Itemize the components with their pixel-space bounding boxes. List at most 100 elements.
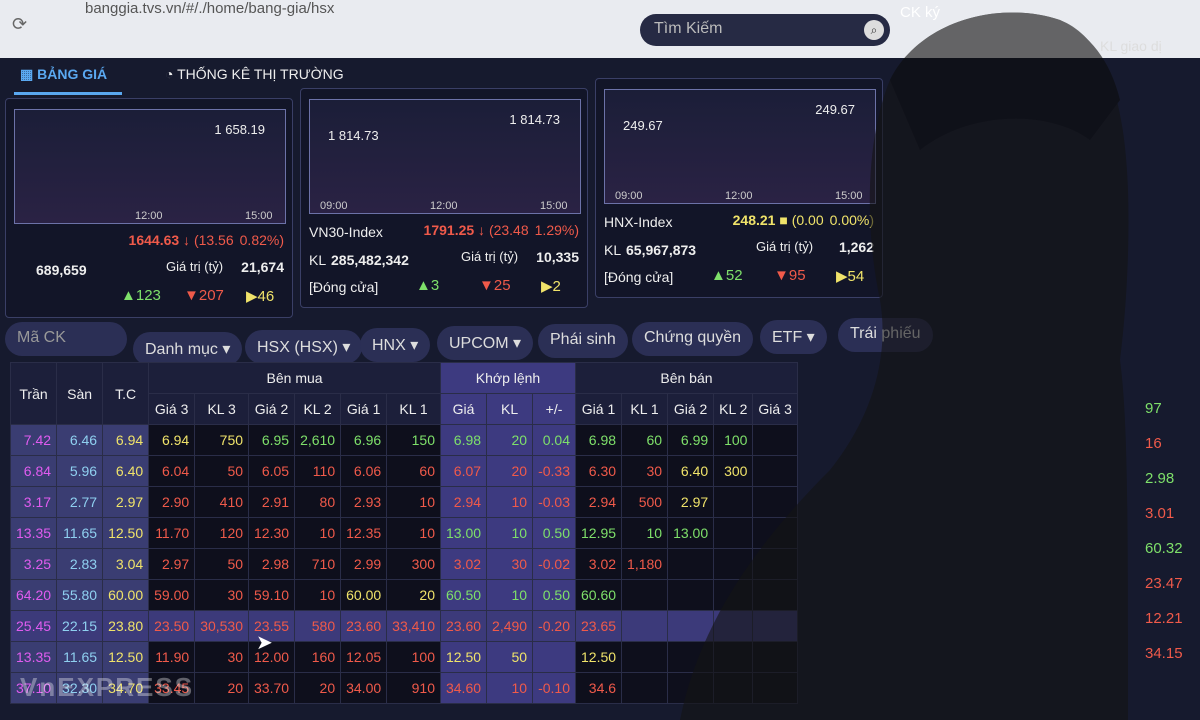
index-percent: 0.00%) <box>829 212 874 228</box>
gia-tri-value: 21,674 <box>241 259 284 275</box>
table-cell: 5.96 <box>56 455 104 487</box>
index-card[interactable]: 249.67 249.67 09:00 12:00 15:00 HNX-Index 248.… <box>595 78 883 298</box>
triangle-flat-icon: ▶ <box>541 278 553 295</box>
table-row[interactable]: 7.42 6.46 6.94 6.94 750 6.95 2,610 6.96 150 6.98 2… <box>9 424 798 456</box>
table-cell <box>667 548 715 580</box>
table-cell: 3.25 <box>9 548 58 580</box>
index-change: (0.00 <box>791 212 824 228</box>
group-header-sell: Bên bán <box>575 362 798 394</box>
active-tab-underline <box>14 92 122 95</box>
unchanged-count: ▶54 <box>836 267 864 285</box>
table-cell: 23.80 <box>102 610 150 642</box>
table-cell: 13.00 <box>667 517 715 549</box>
table-row[interactable]: 64.20 55.80 60.00 59.00 30 59.10 10 60.00 20 60.5… <box>9 579 798 611</box>
table-cell: 23.55 <box>248 610 296 642</box>
table-cell: 20 <box>194 672 250 704</box>
browser-toolbar: ⟳ banggia.tvs.vn/#/./home/bang-gia/hsx <box>0 0 1200 58</box>
col-header: Giá 3 <box>148 393 196 425</box>
right-edge-value: 2.98 <box>1145 470 1175 487</box>
table-cell: 6.40 <box>667 455 715 487</box>
table-cell: -0.33 <box>532 455 576 487</box>
filter-phisinh-button[interactable]: Phái sinh <box>538 324 628 358</box>
table-cell: 100 <box>386 641 441 673</box>
table-cell <box>713 517 754 549</box>
index-card[interactable]: 1 814.73 1 814.73 09:00 12:00 15:00 VN30-Inde… <box>300 88 588 308</box>
search-input[interactable]: Tìm Kiếm ⌕ <box>640 14 890 46</box>
table-cell: 580 <box>294 610 342 642</box>
search-icon[interactable]: ⌕ <box>864 20 884 40</box>
time-tick: 15:00 <box>835 190 863 202</box>
address-bar[interactable]: banggia.tvs.vn/#/./home/bang-gia/hsx <box>85 0 335 17</box>
col-header: KL 1 <box>386 393 441 425</box>
table-row[interactable]: 3.17 2.77 2.97 2.90 410 2.91 80 2.93 10 2.94 10 -0.… <box>9 486 798 518</box>
index-card[interactable]: 1 658.19 12:00 15:00 1644.63 ↓ (13.56 0.82%)… <box>5 98 293 318</box>
table-row[interactable]: 13.35 11.65 12.50 11.90 30 12.00 160 12.05 100 12… <box>9 641 798 673</box>
table-cell: 2.98 <box>248 548 296 580</box>
ck-label: CK ký <box>900 4 941 21</box>
table-cell: 23.65 <box>574 610 623 642</box>
table-cell: 120 <box>194 517 250 549</box>
table-cell: 2.90 <box>148 486 196 518</box>
table-row[interactable]: 3.25 2.83 3.04 2.97 50 2.98 710 2.99 300 3.02 30 -0… <box>9 548 798 580</box>
table-cell: 34.60 <box>439 672 488 704</box>
triangle-down-icon: ▼ <box>479 277 494 294</box>
filter-chngquyn-button[interactable]: Chứng quyền <box>632 322 753 356</box>
table-cell: 300 <box>713 455 754 487</box>
table-cell: 11.70 <box>148 517 196 549</box>
table-cell: 13.00 <box>439 517 488 549</box>
table-cell: 6.95 <box>248 424 296 456</box>
index-percent: 1.29%) <box>534 222 579 238</box>
table-cell: 12.00 <box>248 641 296 673</box>
table-cell <box>752 455 798 487</box>
stock-code-search[interactable]: Mã CK <box>5 322 127 356</box>
table-cell: 50 <box>194 548 250 580</box>
table-cell: 2.91 <box>248 486 296 518</box>
table-cell: 6.05 <box>248 455 296 487</box>
tab-bang-gia[interactable]: ▦ BẢNG GIÁ <box>20 66 107 83</box>
col-header: KL <box>486 393 534 425</box>
advancers-value: 3 <box>430 277 440 294</box>
reload-icon[interactable]: ⟳ <box>12 14 28 34</box>
filter-hnx-button[interactable]: HNX ▾ <box>360 328 431 362</box>
table-cell: 60.00 <box>340 579 388 611</box>
table-cell: 60 <box>621 424 669 456</box>
kl-value: 689,659 <box>36 262 87 278</box>
mouse-cursor-icon: ➤ <box>256 632 273 654</box>
filter-danhmc-button[interactable]: Danh mục ▾ <box>133 332 243 366</box>
table-cell: 150 <box>386 424 441 456</box>
table-row[interactable]: 25.45 22.15 23.80 23.50 30,530 23.55 580 23.60 3… <box>9 610 798 642</box>
col-header: Giá 1 <box>340 393 388 425</box>
table-cell: 55.80 <box>56 579 104 611</box>
advancers-value: 52 <box>725 267 743 284</box>
kl-value: 65,967,873 <box>626 242 697 258</box>
col-header: KL 1 <box>621 393 669 425</box>
table-cell: 160 <box>294 641 342 673</box>
table-cell: 25.45 <box>9 610 58 642</box>
table-cell: 2.97 <box>667 486 715 518</box>
table-cell: 59.10 <box>248 579 296 611</box>
filter-upcom-button[interactable]: UPCOM ▾ <box>437 326 534 360</box>
table-cell: 2.99 <box>340 548 388 580</box>
right-edge-value: 23.47 <box>1145 575 1183 592</box>
table-cell: 710 <box>294 548 342 580</box>
table-row[interactable]: 13.35 11.65 12.50 11.70 120 12.30 10 12.35 10 13.… <box>9 517 798 549</box>
advancers-count: ▲123 <box>121 287 161 304</box>
table-row[interactable]: 6.84 5.96 6.40 6.04 50 6.05 110 6.06 60 6.07 20 -0.… <box>9 455 798 487</box>
filter-triphiu-button[interactable]: Trái phiếu <box>838 318 933 352</box>
index-chart: 249.67 249.67 09:00 12:00 15:00 <box>604 89 876 204</box>
table-cell: 11.90 <box>148 641 196 673</box>
table-cell: 10 <box>486 486 534 518</box>
table-cell: 30,530 <box>194 610 250 642</box>
table-cell <box>752 548 798 580</box>
index-change: (23.48 <box>488 222 529 238</box>
table-cell <box>621 579 669 611</box>
tab-thong-ke[interactable]: ◔ THỐNG KÊ THỊ TRƯỜNG <box>165 66 344 82</box>
filter-hsxhsx-button[interactable]: HSX (HSX) ▾ <box>245 330 363 364</box>
grid-icon: ▦ <box>20 66 38 82</box>
filter-etf-button[interactable]: ETF ▾ <box>760 320 827 354</box>
table-cell: 3.17 <box>9 486 58 518</box>
table-cell: -0.10 <box>532 672 576 704</box>
table-cell: 12.50 <box>102 641 150 673</box>
table-cell: 60.60 <box>574 579 623 611</box>
table-cell: 6.98 <box>439 424 488 456</box>
